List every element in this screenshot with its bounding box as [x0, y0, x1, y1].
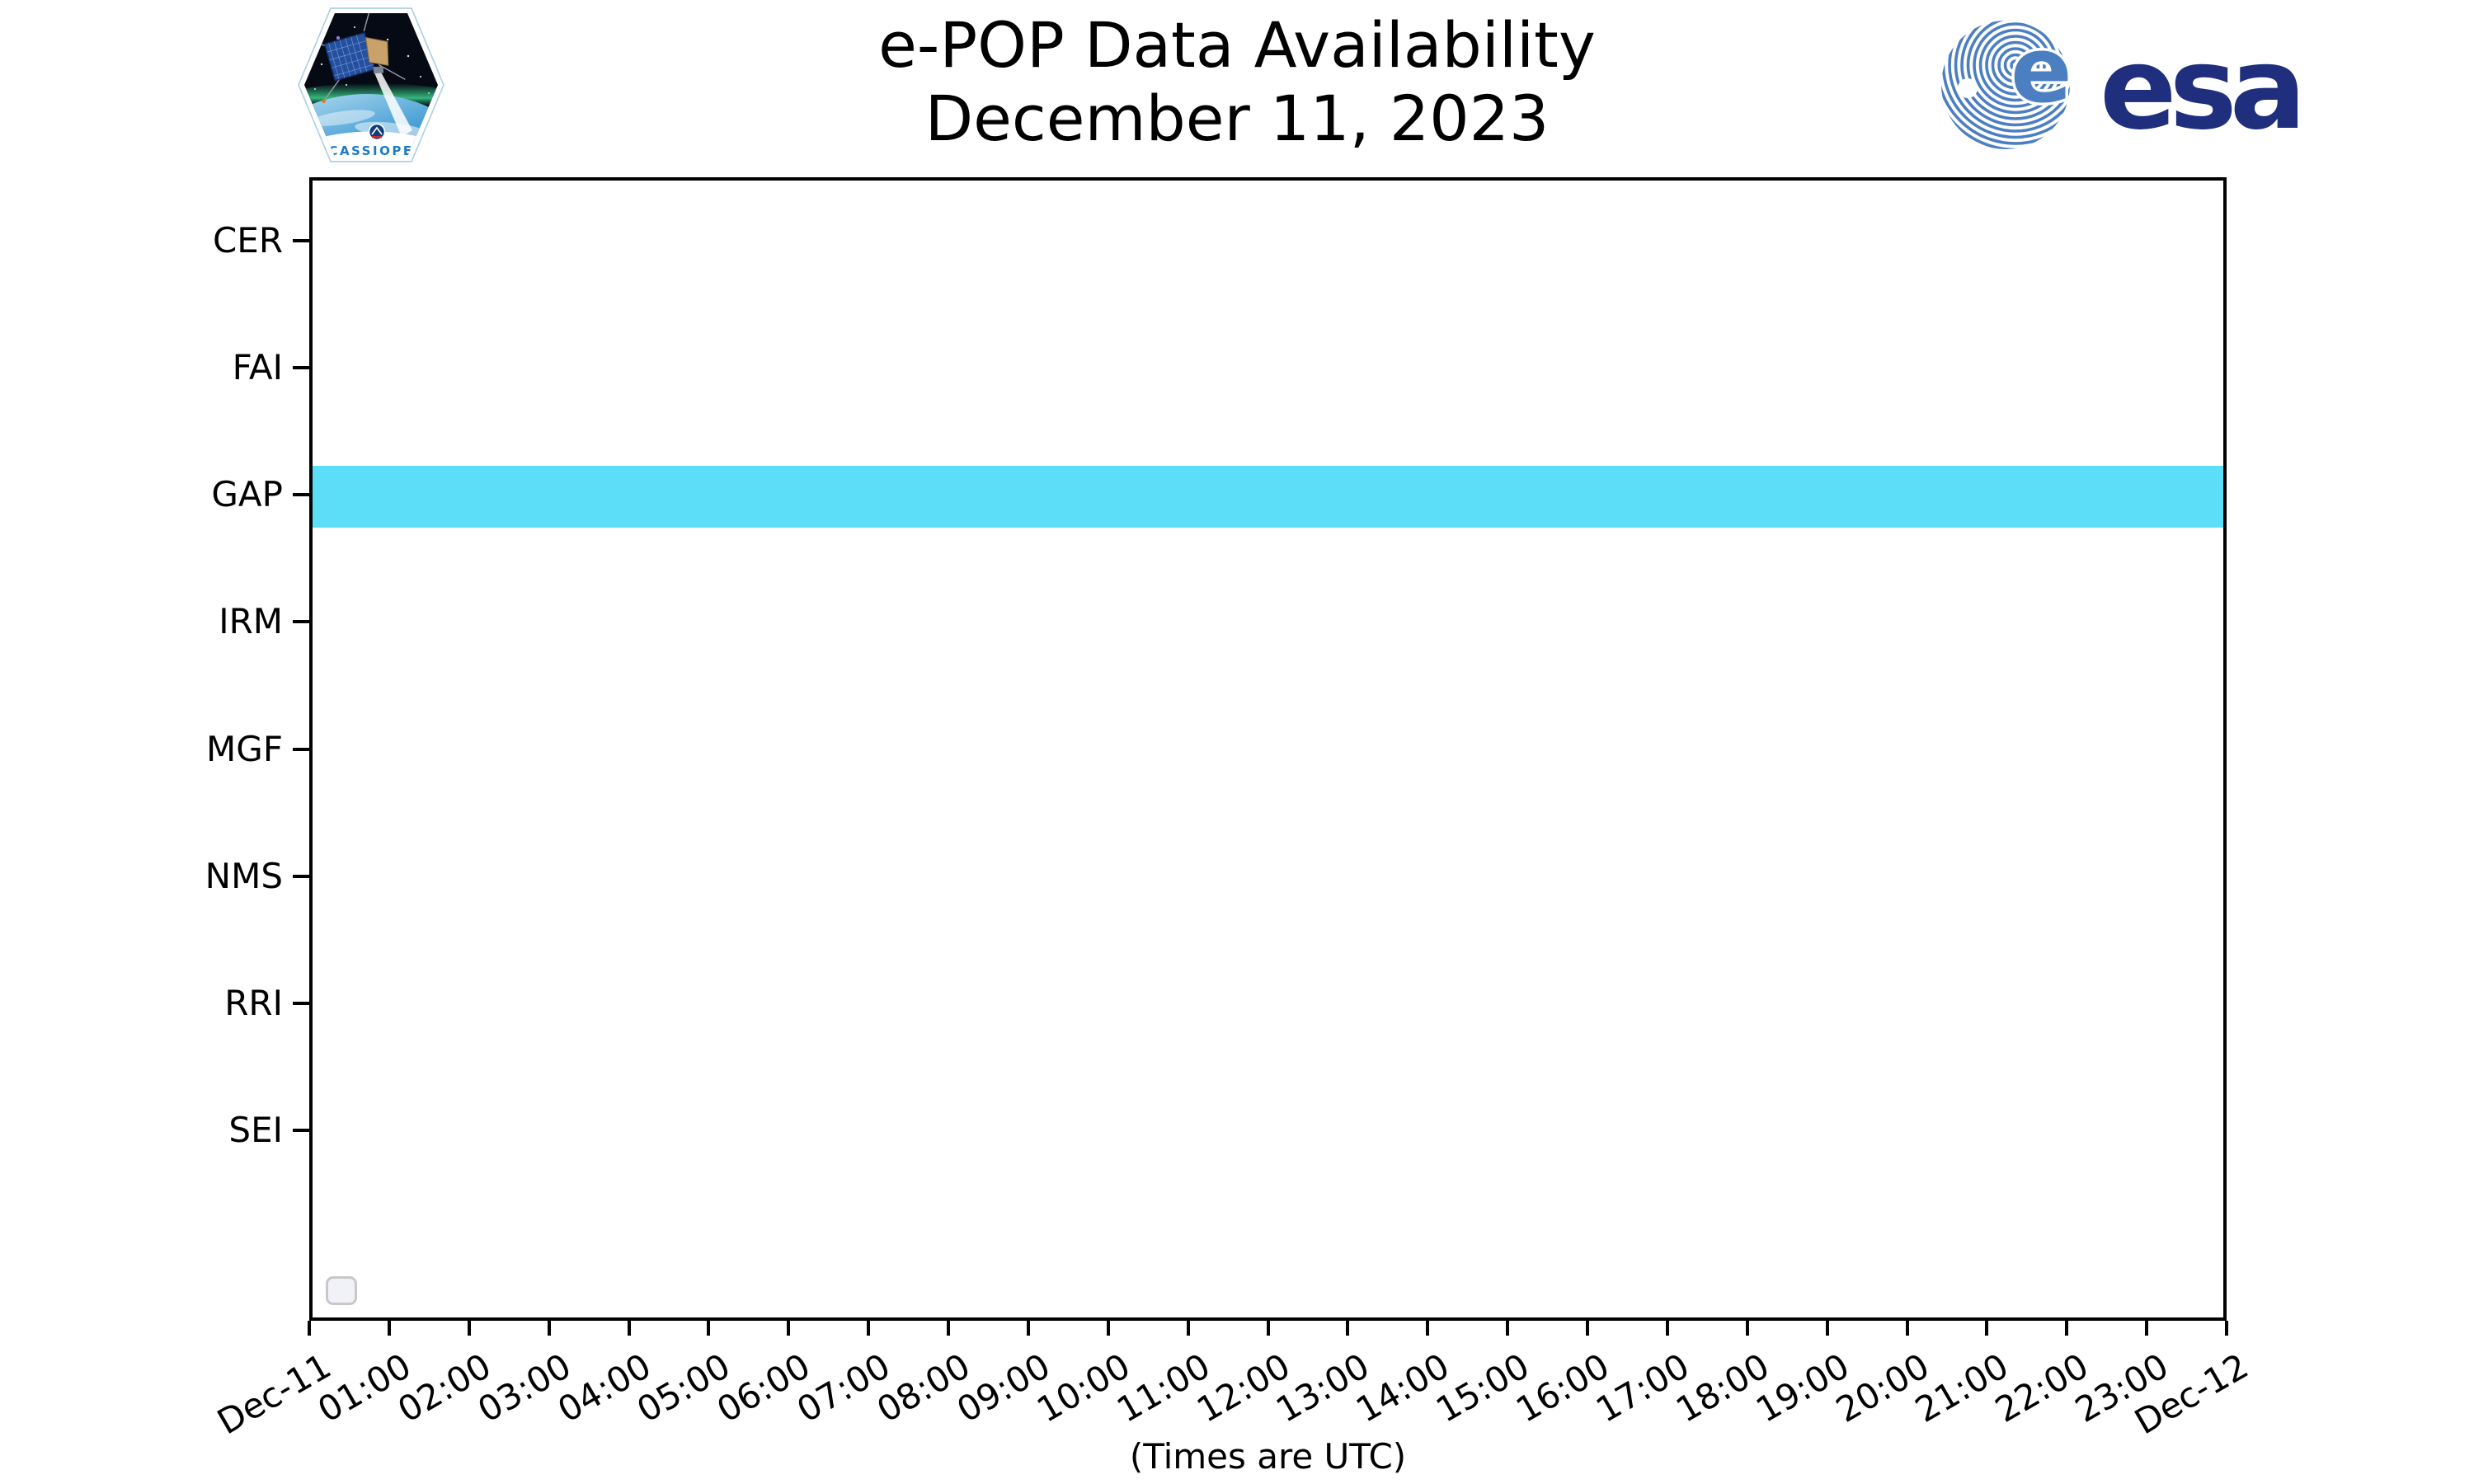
y-tick	[293, 747, 309, 751]
y-tick	[293, 1001, 309, 1005]
x-tick	[1985, 1321, 1989, 1336]
x-axis-label-18:00: 18:00	[1668, 1345, 1776, 1430]
x-tick	[1346, 1321, 1350, 1336]
availability-bar-gap	[313, 465, 2223, 528]
x-tick	[1186, 1321, 1190, 1336]
x-tick	[1026, 1321, 1030, 1336]
cassiope-patch-text: CASSIOPE	[328, 143, 413, 158]
cassiope-patch-icon: CASSIOPE	[298, 7, 444, 162]
esa-logo-icon: e esa	[1941, 15, 2307, 155]
x-tick	[1586, 1321, 1589, 1336]
y-tick	[293, 239, 309, 243]
x-tick	[547, 1321, 551, 1336]
x-axis-label-19:00: 19:00	[1748, 1345, 1856, 1430]
x-tick	[1266, 1321, 1270, 1336]
x-tick	[1426, 1321, 1430, 1336]
x-tick	[1106, 1321, 1110, 1336]
x-tick	[627, 1321, 631, 1336]
x-axis-label-02:00: 02:00	[390, 1345, 498, 1430]
x-tick	[467, 1321, 471, 1336]
x-tick	[2145, 1321, 2149, 1336]
x-axis-label-03:00: 03:00	[470, 1345, 578, 1430]
x-tick	[1506, 1321, 1510, 1336]
x-axis-label-11:00: 11:00	[1109, 1345, 1217, 1430]
esa-wordmark: esa	[2100, 22, 2299, 153]
x-tick	[1665, 1321, 1669, 1336]
esa-logo: e esa	[1938, 12, 2317, 155]
x-tick	[2225, 1321, 2228, 1336]
y-axis-label-irm: IRM	[219, 601, 283, 642]
x-tick	[1905, 1321, 1909, 1336]
y-axis-label-nms: NMS	[205, 855, 283, 896]
x-tick	[1825, 1321, 1829, 1336]
y-axis-label-cer: CER	[212, 220, 283, 261]
cassiope-mission-patch-logo: CASSIOPE	[297, 7, 445, 163]
x-axis-label-16:00: 16:00	[1509, 1345, 1616, 1430]
x-axis-label-09:00: 09:00	[950, 1345, 1057, 1430]
y-tick	[293, 366, 309, 370]
chart-title-line1: e-POP Data Availability	[878, 8, 1596, 82]
y-tick	[293, 874, 309, 878]
x-tick	[308, 1321, 311, 1336]
esa-globe-letter: e	[2011, 17, 2072, 123]
chart-title: e-POP Data Availability December 11, 202…	[0, 8, 2474, 155]
y-tick	[293, 1128, 309, 1132]
x-tick	[2065, 1321, 2069, 1336]
x-axis-label-08:00: 08:00	[870, 1345, 977, 1430]
x-axis-label-01:00: 01:00	[311, 1345, 418, 1430]
x-tick	[1745, 1321, 1749, 1336]
x-tick	[707, 1321, 711, 1336]
legend-box-empty	[326, 1276, 357, 1305]
y-axis-label-sei: SEI	[228, 1109, 283, 1150]
y-axis-label-fai: FAI	[232, 347, 283, 388]
y-tick	[293, 620, 309, 624]
plot-area	[309, 177, 2227, 1321]
x-axis-label-17:00: 17:00	[1589, 1345, 1696, 1430]
x-tick	[867, 1321, 871, 1336]
x-axis-title: (Times are UTC)	[1129, 1436, 1407, 1477]
x-tick	[947, 1321, 950, 1336]
x-tick	[387, 1321, 391, 1336]
y-axis-label-rri: RRI	[224, 982, 283, 1023]
y-axis-label-gap: GAP	[211, 474, 283, 515]
x-tick	[787, 1321, 791, 1336]
x-axis-label-10:00: 10:00	[1029, 1345, 1137, 1430]
chart-title-line2: December 11, 2023	[924, 82, 1550, 155]
y-tick	[293, 493, 309, 497]
y-axis-label-mgf: MGF	[206, 728, 283, 769]
